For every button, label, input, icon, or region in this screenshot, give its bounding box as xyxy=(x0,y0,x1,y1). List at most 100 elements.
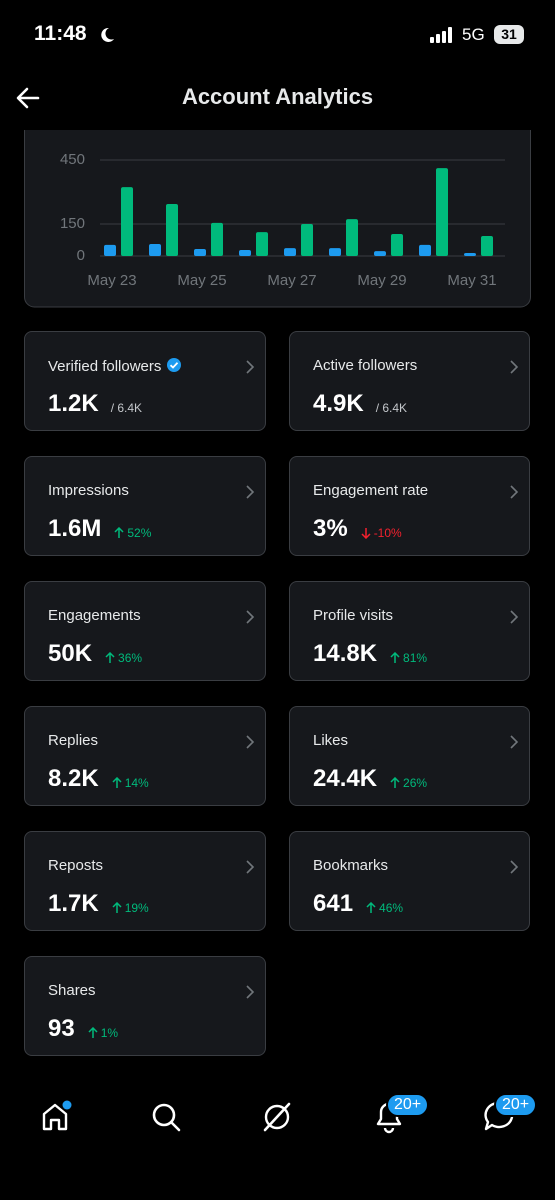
metric-card[interactable]: Profile visits 14.8K 81% xyxy=(289,581,530,681)
trend-arrow xyxy=(114,527,124,538)
trend-arrow xyxy=(366,902,376,913)
metric-total: / 6.4K xyxy=(110,401,143,415)
chevron-path xyxy=(246,360,255,374)
back-button[interactable] xyxy=(14,84,42,112)
metric-card[interactable]: Replies 8.2K 14% xyxy=(24,706,266,806)
metric-sub: / 6.4K xyxy=(111,401,142,415)
metric-sub: -10% xyxy=(360,526,402,540)
metric-card[interactable]: Shares 93 1% xyxy=(24,956,266,1056)
metric-change: 46% xyxy=(379,901,404,915)
badge-circle xyxy=(167,358,182,372)
trend-arrow xyxy=(112,777,122,788)
metric-sub: 1% xyxy=(87,1026,118,1040)
metric-change: 52% xyxy=(127,526,152,540)
chevron-path xyxy=(510,610,519,624)
metric-label: Engagements xyxy=(48,607,141,624)
metric-label: Shares xyxy=(48,982,96,999)
chevron-path xyxy=(510,360,519,374)
notification-badge: 20+ xyxy=(386,1093,430,1117)
page-title: Account Analytics xyxy=(181,84,374,109)
metric-card[interactable]: Impressions 1.6M 52% xyxy=(24,456,266,556)
bar xyxy=(374,251,386,256)
metric-label: Profile visits xyxy=(313,607,394,624)
metric-sub: 19% xyxy=(111,901,149,915)
battery: 31 xyxy=(494,25,524,44)
chevron xyxy=(510,610,519,624)
chevron xyxy=(246,610,255,624)
chevron-path xyxy=(246,860,255,874)
moon-icon xyxy=(101,27,114,42)
chevron-path xyxy=(246,735,255,749)
trend-arrow xyxy=(112,902,122,913)
metric-sub: 36% xyxy=(104,651,142,665)
network: 5G xyxy=(462,25,485,44)
chevron-path xyxy=(510,860,519,874)
chevron xyxy=(510,485,519,499)
y-tick-label: 0 xyxy=(77,247,85,264)
x-tick-label: May 23 xyxy=(87,272,136,289)
chevron-path xyxy=(510,735,519,749)
metric-label: Engagement rate xyxy=(313,482,429,499)
bar xyxy=(149,244,161,256)
metric-change: 14% xyxy=(124,776,149,790)
bar xyxy=(194,248,206,256)
metric-value: 1.2K xyxy=(48,390,99,417)
metric-card[interactable]: Engagement rate 3% -10% xyxy=(289,456,530,556)
trend-arrow-path xyxy=(390,777,400,788)
trend-arrow-path xyxy=(112,777,122,788)
metric-value: 93 xyxy=(48,1015,75,1042)
bar xyxy=(346,219,358,256)
trend-arrow-path xyxy=(105,652,115,663)
bar xyxy=(436,168,448,256)
metric-value: 24.4K xyxy=(313,765,378,792)
metric-card[interactable]: Likes 24.4K 26% xyxy=(289,706,530,806)
trend-arrow-path xyxy=(114,527,124,538)
metric-change: -10% xyxy=(373,526,402,540)
trend-arrow-path xyxy=(366,902,376,913)
metric-value: 1.6M xyxy=(48,515,102,542)
metric-label: Likes xyxy=(313,732,349,749)
chevron-path xyxy=(510,485,519,499)
chevron-path xyxy=(246,985,255,999)
metric-sub: 52% xyxy=(113,526,151,540)
metric-sub: 81% xyxy=(389,651,427,665)
bar xyxy=(121,187,133,256)
home-tab[interactable] xyxy=(40,1100,74,1134)
metric-change: 19% xyxy=(124,901,149,915)
metric-card[interactable]: Engagements 50K 36% xyxy=(24,581,266,681)
metric-sub: 14% xyxy=(111,776,149,790)
metric-value: 4.9K xyxy=(313,390,364,417)
chevron xyxy=(510,860,519,874)
metric-label: Bookmarks xyxy=(313,857,389,874)
metric-change: 26% xyxy=(403,776,428,790)
metric-change: 36% xyxy=(118,651,143,665)
trend-arrow xyxy=(105,652,115,663)
bar xyxy=(256,232,268,256)
trend-arrow-path xyxy=(112,902,122,913)
signal-icon xyxy=(430,27,452,43)
message-badge: 20+ xyxy=(494,1093,538,1117)
search-tab[interactable] xyxy=(150,1101,184,1135)
metric-value: 1.7K xyxy=(48,890,99,917)
bar xyxy=(301,224,313,256)
metric-card[interactable]: Bookmarks 641 46% xyxy=(289,831,530,931)
metric-card[interactable]: Active followers 4.9K / 6.4K xyxy=(289,331,530,431)
metric-card[interactable]: Reposts 1.7K 19% xyxy=(24,831,266,931)
bar xyxy=(329,248,341,256)
trend-arrow xyxy=(390,652,400,663)
x-tick-label: May 29 xyxy=(357,272,406,289)
trend-arrow-path xyxy=(361,528,371,539)
metric-change: 1% xyxy=(100,1026,119,1040)
metric-label: Active followers xyxy=(313,357,418,374)
metric-card[interactable]: Verified followers 1.2K / 6.4K xyxy=(24,331,266,431)
bar xyxy=(481,235,493,256)
trend-arrow-path xyxy=(390,652,400,663)
chevron-path xyxy=(246,485,255,499)
chevron xyxy=(246,360,255,374)
time: 11:48 xyxy=(34,22,87,45)
metric-change: 81% xyxy=(403,651,428,665)
verified-badge xyxy=(167,358,182,372)
chevron xyxy=(246,485,255,499)
grok-tab[interactable] xyxy=(260,1100,294,1134)
x-tick-label: May 31 xyxy=(447,272,496,289)
